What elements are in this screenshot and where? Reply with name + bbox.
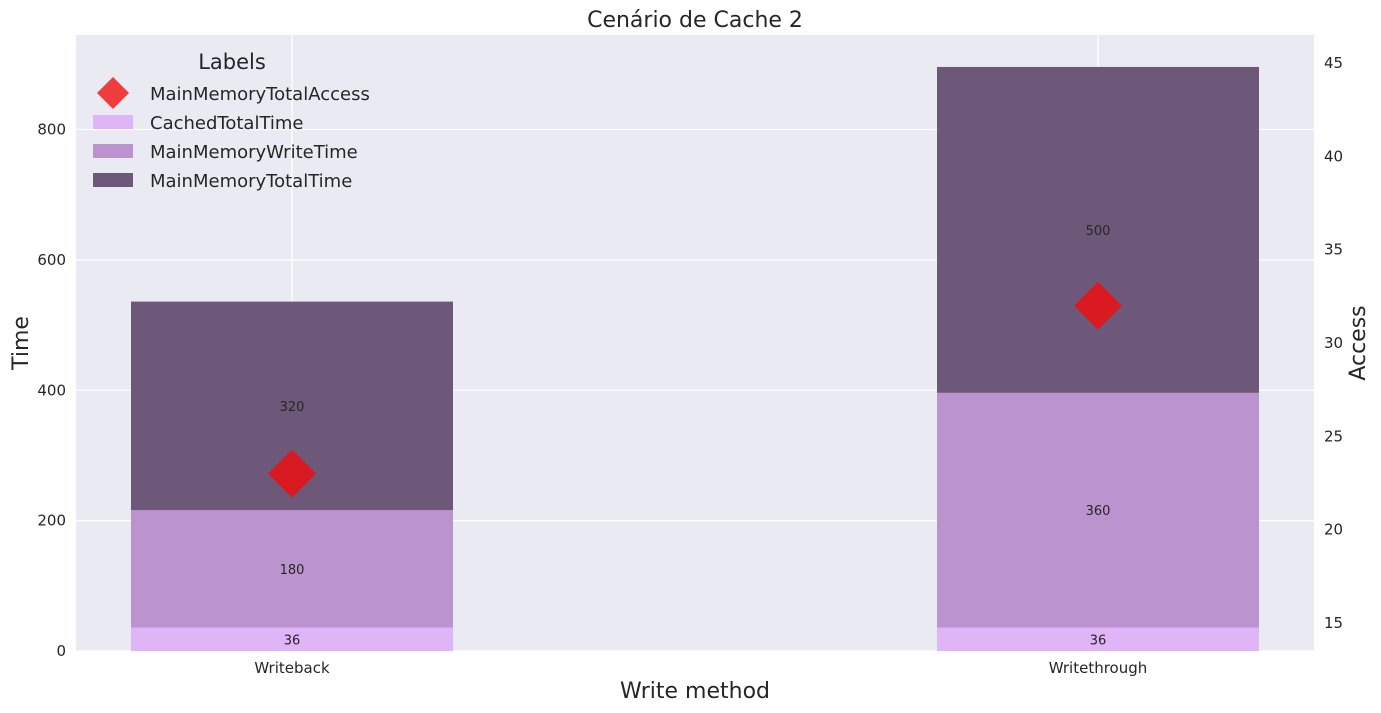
access-markers [268,281,1122,498]
y2-tick-label: 45 [1324,54,1343,72]
data-label: 320 [280,400,305,415]
x-tick-label: Writethrough [1049,659,1148,677]
legend-entry: MainMemoryTotalAccess [150,84,370,105]
y-tick-label: 0 [56,642,66,660]
y2-tick-label: 25 [1324,427,1343,445]
access-marker-Writeback [268,449,316,498]
y-tick-label: 200 [37,512,66,530]
legend-entry: MainMemoryWriteTime [150,142,358,163]
data-label: 360 [1086,504,1111,519]
y2-tick-label: 40 [1324,147,1343,165]
legend-swatch [93,144,133,158]
bar-MainMemoryTotalTime-Writethrough [937,66,1259,393]
legend: Labels MainMemoryTotalAccess CachedTotalT… [93,50,370,192]
bar-MainMemoryWriteTime-Writethrough [937,392,1259,628]
data-label: 36 [284,633,301,648]
y-axis-ticks: 0 200 400 600 800 [37,121,66,660]
y2-axis-label: Access [1346,305,1371,380]
access-marker-Writethrough [1074,281,1122,330]
data-label: 500 [1086,224,1111,239]
data-label: 180 [280,563,305,578]
bar-CachedTotalTime-Writethrough [937,627,1259,651]
y2-tick-label: 20 [1324,521,1343,539]
legend-title: Labels [198,50,266,74]
y2-tick-label: 15 [1324,614,1343,632]
y2-tick-label: 35 [1324,241,1343,259]
legend-entry: MainMemoryTotalTime [150,171,352,192]
data-label: 36 [1090,633,1107,648]
legend-swatch [93,173,133,187]
x-axis-label: Write method [620,679,770,704]
legend-swatch [93,115,133,129]
legend-entry: CachedTotalTime [150,113,304,134]
y2-axis-ticks: 15 20 25 30 35 40 45 [1324,54,1343,632]
bar-MainMemoryWriteTime-Writeback [131,510,453,628]
y-tick-label: 600 [37,251,66,269]
data-labels: 36 180 320 36 360 500 [280,224,1111,648]
y-tick-label: 400 [37,381,66,399]
y-tick-label: 800 [37,121,66,139]
x-axis-ticks: Writeback Writethrough [254,659,1147,677]
bar-CachedTotalTime-Writeback [131,627,453,651]
y-axis-label: Time [9,316,34,371]
legend-marker-icon [97,77,129,109]
chart-title: Cenário de Cache 2 [587,8,803,33]
x-tick-label: Writeback [254,659,330,677]
y2-tick-label: 30 [1324,334,1343,352]
